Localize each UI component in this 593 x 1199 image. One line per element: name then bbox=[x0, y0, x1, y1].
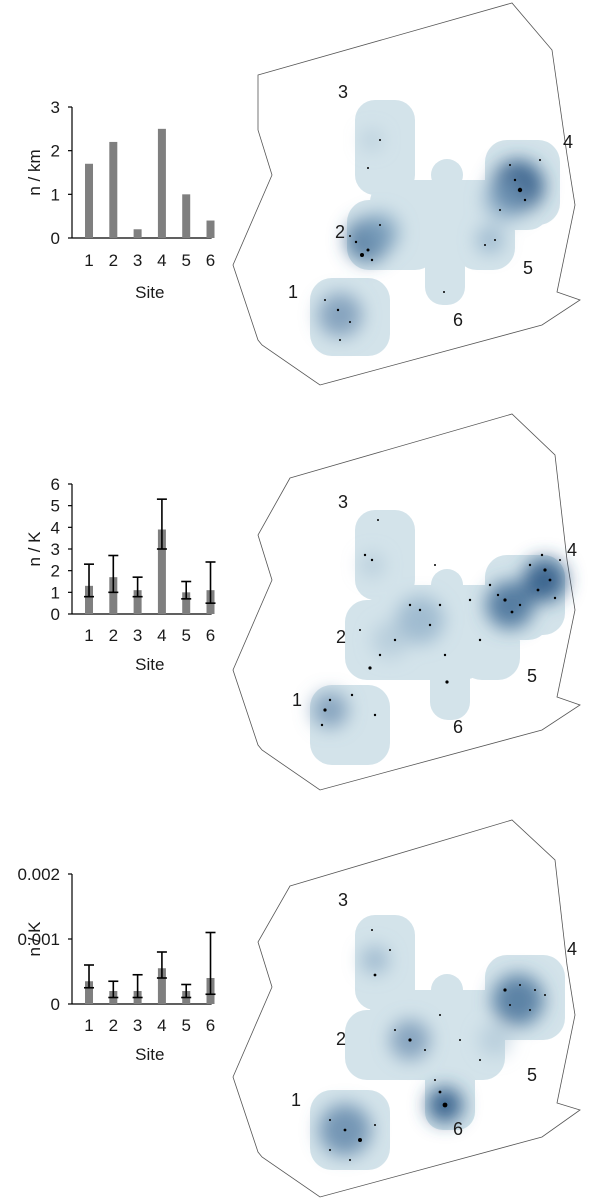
map-site-label: 6 bbox=[453, 1119, 463, 1139]
y-axis-label: n / K bbox=[25, 531, 44, 567]
map-site-label: 3 bbox=[338, 82, 348, 102]
map-site-label: 3 bbox=[338, 492, 348, 512]
bar bbox=[157, 968, 166, 1004]
occurrence-points bbox=[320, 519, 561, 727]
map-site-label: 4 bbox=[563, 132, 573, 152]
density-map-2 bbox=[232, 413, 581, 791]
x-tick-label: 1 bbox=[84, 1016, 93, 1035]
x-tick-label: 2 bbox=[109, 251, 118, 270]
bar-chart-3: 0 0.001 0.002 n / K 1 2 3 4 5 6 Site bbox=[17, 865, 216, 1064]
x-tick-label: 4 bbox=[157, 251, 166, 270]
map-site-label: 4 bbox=[567, 540, 577, 560]
x-tick-label: 2 bbox=[109, 1016, 118, 1035]
map-site-label: 5 bbox=[527, 1065, 537, 1085]
y-tick-label: 2 bbox=[51, 142, 60, 161]
bar bbox=[109, 141, 118, 238]
x-tick-label: 6 bbox=[206, 1016, 215, 1035]
y-tick-label: 1 bbox=[51, 185, 60, 204]
density-map-1 bbox=[232, 2, 581, 386]
x-tick-label: 6 bbox=[206, 251, 215, 270]
density-map-3 bbox=[232, 819, 581, 1198]
map-site-label: 3 bbox=[338, 890, 348, 910]
x-axis-label: Site bbox=[135, 283, 164, 302]
y-axis-label: n / km bbox=[25, 149, 44, 195]
x-tick-label: 1 bbox=[84, 251, 93, 270]
bar bbox=[85, 585, 94, 614]
density-surface bbox=[310, 100, 560, 356]
x-tick-label: 3 bbox=[133, 251, 142, 270]
bar bbox=[182, 194, 191, 238]
bar bbox=[206, 220, 215, 238]
map-site-label: 1 bbox=[292, 690, 302, 710]
x-tick-label: 2 bbox=[109, 626, 118, 645]
y-tick-label: 0 bbox=[51, 229, 60, 248]
y-tick-label: 0 bbox=[51, 605, 60, 624]
map-site-label: 1 bbox=[288, 282, 298, 302]
study-area-outline bbox=[232, 819, 581, 1198]
occurrence-points bbox=[329, 929, 546, 1161]
y-tick-label: 3 bbox=[51, 98, 60, 117]
x-axis-label: Site bbox=[135, 655, 164, 674]
y-axis-label: n / K bbox=[25, 921, 44, 957]
bar bbox=[85, 981, 94, 1004]
y-tick-label: 3 bbox=[51, 540, 60, 559]
map-site-label: 5 bbox=[523, 258, 533, 278]
x-tick-label: 3 bbox=[133, 626, 142, 645]
bar bbox=[133, 590, 142, 614]
bar bbox=[109, 577, 118, 614]
x-tick-label: 4 bbox=[157, 626, 166, 645]
map-site-label: 6 bbox=[453, 717, 463, 737]
bar bbox=[157, 529, 166, 614]
study-area-outline bbox=[232, 413, 581, 791]
x-tick-label: 6 bbox=[206, 626, 215, 645]
map-site-label: 6 bbox=[453, 310, 463, 330]
bar bbox=[85, 163, 94, 238]
map-site-label: 4 bbox=[567, 939, 577, 959]
x-tick-label: 4 bbox=[157, 1016, 166, 1035]
y-tick-label: 2 bbox=[51, 562, 60, 581]
map-site-label: 1 bbox=[291, 1090, 301, 1110]
map-site-label: 5 bbox=[527, 666, 537, 686]
y-tick-label: 0.002 bbox=[17, 865, 60, 884]
density-surface bbox=[310, 510, 567, 765]
bar bbox=[182, 592, 191, 614]
x-tick-label: 3 bbox=[133, 1016, 142, 1035]
map-site-label: 2 bbox=[336, 627, 346, 647]
y-tick-label: 0 bbox=[51, 995, 60, 1014]
x-axis-label: Site bbox=[135, 1045, 164, 1064]
x-tick-label: 5 bbox=[181, 626, 190, 645]
study-area-outline bbox=[232, 2, 581, 386]
occurrence-points bbox=[324, 139, 541, 341]
y-tick-label: 6 bbox=[51, 475, 60, 494]
y-tick-label: 4 bbox=[51, 518, 60, 537]
x-tick-label: 5 bbox=[181, 1016, 190, 1035]
x-tick-label: 5 bbox=[181, 251, 190, 270]
density-surface bbox=[310, 915, 565, 1170]
map-site-label: 2 bbox=[336, 1029, 346, 1049]
map-site-label: 2 bbox=[335, 222, 345, 242]
y-tick-label: 5 bbox=[51, 497, 60, 516]
y-tick-label: 1 bbox=[51, 583, 60, 602]
x-tick-label: 1 bbox=[84, 626, 93, 645]
bar bbox=[157, 128, 166, 238]
y-tick-label: 0.001 bbox=[17, 930, 60, 949]
bar bbox=[133, 229, 142, 238]
